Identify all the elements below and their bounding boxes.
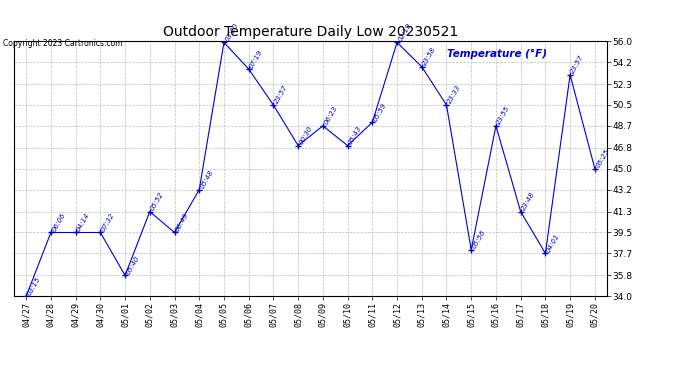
Text: 23:48: 23:48	[521, 191, 536, 211]
Text: 05:59: 05:59	[373, 102, 388, 122]
Text: 05:40: 05:40	[125, 255, 141, 275]
Text: 00:30: 00:30	[298, 125, 313, 146]
Text: 02:19: 02:19	[397, 22, 413, 42]
Text: 06:49: 06:49	[175, 212, 190, 232]
Text: 05:52: 05:52	[150, 191, 165, 211]
Text: 04:01: 04:01	[545, 233, 561, 254]
Text: 07:32: 07:32	[100, 212, 116, 232]
Title: Outdoor Temperature Daily Low 20230521: Outdoor Temperature Daily Low 20230521	[163, 25, 458, 39]
Text: 23:58: 23:58	[422, 46, 437, 67]
Text: 07:19: 07:19	[248, 48, 264, 69]
Text: Temperature (°F): Temperature (°F)	[447, 49, 547, 59]
Text: 06:06: 06:06	[51, 212, 66, 232]
Text: 23:57: 23:57	[570, 54, 586, 75]
Text: 23:33: 23:33	[446, 84, 462, 105]
Text: 23:57: 23:57	[273, 84, 289, 105]
Text: 06:23: 06:23	[323, 105, 338, 126]
Text: 05:25: 05:25	[595, 148, 610, 169]
Text: 23:55: 23:55	[496, 105, 511, 126]
Text: 05:43: 05:43	[348, 125, 363, 146]
Text: 03:20: 03:20	[224, 22, 239, 42]
Text: 03:15: 03:15	[26, 276, 41, 296]
Text: 05:56: 05:56	[471, 229, 486, 250]
Text: 05:48: 05:48	[199, 169, 215, 190]
Text: Copyright 2023 Cartronics.com: Copyright 2023 Cartronics.com	[3, 39, 123, 48]
Text: 04:14: 04:14	[76, 212, 91, 232]
